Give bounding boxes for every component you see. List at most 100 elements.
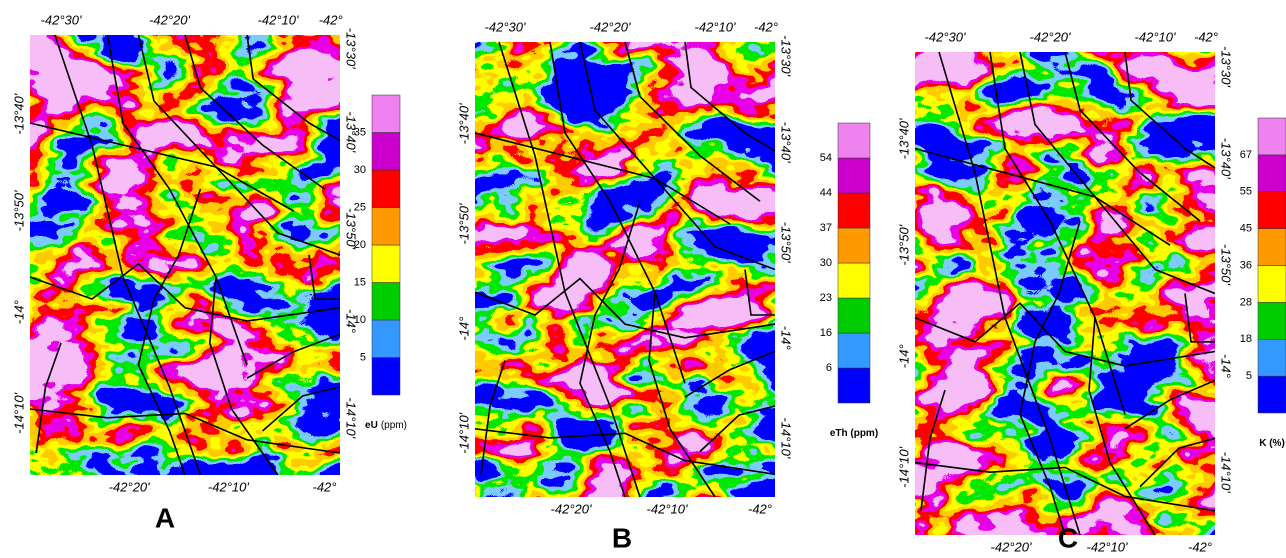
legend-swatch [1257, 228, 1286, 266]
top-coordinate-label: -42°30' [41, 12, 82, 27]
fault-line [35, 342, 62, 454]
legend-swatch [1257, 265, 1286, 303]
left-coordinate-label: -14° [11, 300, 26, 324]
left-coordinate-label: -13°40' [11, 93, 26, 134]
fault-line [684, 41, 776, 152]
legend-tick-label: 44 [820, 187, 832, 199]
bottom-coordinate-label: -42° [1188, 539, 1212, 553]
legend-tick-label: 5 [360, 351, 366, 363]
top-coordinate-label: -42° [319, 12, 343, 27]
bottom-coordinate-label: -42°20' [991, 539, 1032, 553]
right-coordinate-label: -13°50' [344, 208, 359, 249]
left-coordinate-label: -13°40' [456, 103, 471, 144]
legend-swatch [371, 319, 401, 358]
legend-tick-label: 20 [354, 239, 366, 251]
right-coordinate-label: -13°30' [344, 28, 359, 69]
left-coordinate-label: -14° [896, 344, 911, 368]
legend-swatch [1257, 117, 1286, 156]
legend-swatch [837, 332, 871, 369]
map-panel [474, 41, 776, 498]
right-coordinate-label: -13°40' [779, 122, 794, 163]
fault-line [1088, 317, 1156, 536]
fault-line [1019, 220, 1081, 536]
legend-tick-label: 10 [354, 314, 366, 326]
right-coordinate-label: -13°40' [1219, 138, 1234, 179]
legend-swatch [1257, 375, 1286, 414]
fault-line [684, 350, 776, 398]
legend-title: K (%) [1259, 438, 1285, 449]
fault-line [1064, 51, 1201, 222]
fault-line [914, 302, 1216, 367]
fault-line [29, 122, 294, 212]
panel-letter: B [612, 522, 632, 553]
legend-swatch [371, 132, 401, 171]
legend-tick-label: 55 [1240, 186, 1252, 198]
fault-line [261, 386, 341, 432]
fault-line [474, 277, 776, 339]
legend-tick-label: 5 [1246, 370, 1252, 382]
top-coordinate-label: -42°20' [590, 19, 631, 34]
legend-tick-label: 6 [826, 362, 832, 374]
left-coordinate-label: -14°10' [456, 412, 471, 453]
top-coordinate-label: -42°30' [485, 19, 526, 34]
legend-swatch [837, 192, 871, 229]
legend-swatch [837, 297, 871, 334]
legend-tick-label: 54 [820, 152, 832, 164]
right-coordinate-label: -13°50' [779, 222, 794, 263]
fault-line [920, 389, 946, 511]
bottom-coordinate-label: -42° [313, 479, 337, 494]
legend-swatch [837, 262, 871, 299]
map-panel [914, 51, 1216, 536]
right-coordinate-label: -13°30' [1219, 46, 1234, 87]
fault-line [1124, 379, 1216, 430]
legend-tick-label: 45 [1240, 223, 1252, 235]
fault-line [246, 333, 341, 379]
legend-swatch [371, 244, 401, 283]
legend-tick-label: 16 [820, 327, 832, 339]
right-coordinate-label: -14° [779, 326, 794, 350]
fault-line [308, 254, 340, 300]
legend-tick-label: 15 [354, 276, 366, 288]
map-raster [915, 52, 1215, 535]
top-coordinate-label: -42°10' [1135, 29, 1176, 44]
right-coordinate-label: -14° [344, 309, 359, 333]
left-coordinate-label: -14° [456, 317, 471, 341]
left-coordinate-label: -13°50' [11, 190, 26, 231]
fault-line [474, 132, 731, 225]
legend-tick-label: 18 [1240, 333, 1252, 345]
legend-tick-label: 36 [1240, 259, 1252, 271]
bottom-coordinate-label: -42°10' [208, 479, 249, 494]
fault-line [989, 51, 1126, 415]
fault-line [246, 34, 341, 142]
legend-swatch [1257, 302, 1286, 340]
legend-swatch [1257, 191, 1286, 229]
fault-line [54, 34, 202, 476]
left-coordinate-label: -13°40' [896, 118, 911, 159]
right-coordinate-label: -13°50' [1219, 244, 1234, 285]
legend-swatch [1257, 339, 1286, 377]
fault-line [29, 408, 341, 454]
legend-tick-label: 37 [820, 222, 832, 234]
legend-tick-label: 30 [354, 164, 366, 176]
legend-swatch [371, 357, 401, 396]
right-coordinate-label: -14°10' [344, 397, 359, 438]
legend-tick-label: 30 [820, 257, 832, 269]
legend-title-bold: K (%) [1259, 438, 1285, 449]
top-coordinate-label: -42° [754, 19, 778, 34]
legend-swatch [371, 94, 401, 133]
fault-line [938, 51, 1081, 536]
legend-tick-label: 25 [354, 201, 366, 213]
left-coordinate-label: -14°10' [11, 392, 26, 433]
fault-line [480, 360, 506, 475]
bottom-coordinate-label: -42°10' [1087, 539, 1128, 553]
fault-line [184, 34, 325, 190]
fault-line [699, 405, 776, 453]
legend-swatch [837, 122, 871, 159]
fault-line [29, 262, 341, 322]
legend-title-unit: (ppm) [381, 420, 407, 431]
right-coordinate-label: -13°40' [344, 111, 359, 152]
fault-line [1139, 437, 1216, 488]
legend-tick-label: 28 [1240, 296, 1252, 308]
legend-title: eTh (ppm) [830, 428, 878, 439]
